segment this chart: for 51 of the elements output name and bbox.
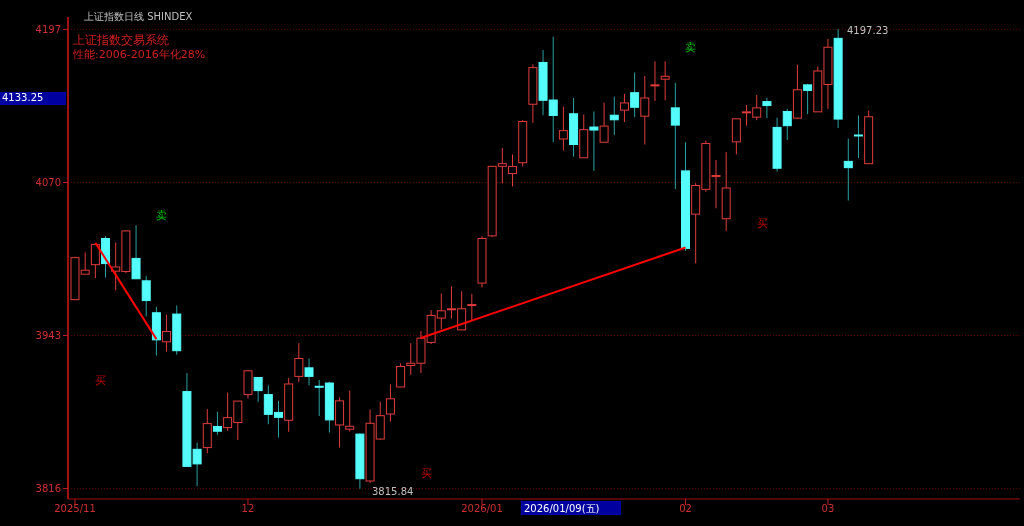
candlestick [304,358,314,386]
candlestick [212,411,222,436]
y-tick-label: 3943 [35,330,61,342]
candlestick [162,313,172,353]
candlestick [782,108,792,141]
candlestick [589,110,599,172]
annotation: 3815.84 [372,486,414,497]
candlestick [803,83,813,115]
annotation: 买 [757,217,768,230]
candlestick [294,342,304,383]
annotation: 性能:2006-2016年化28% [72,48,206,61]
y-tick-label: 4070 [35,176,61,188]
candlestick [670,82,680,190]
candlestick [90,243,100,279]
candlestick [243,370,253,400]
chart-title: 上证指数日线 SHINDEX [84,11,193,22]
candlestick [630,72,640,118]
annotation: 买 [421,467,432,480]
x-tick-label: 2026/01 [461,503,503,514]
annotation: 买 [95,374,106,387]
y-tick-label: 3816 [35,483,61,495]
annotation: 4197.23 [847,25,889,36]
y-tick-label: 4197 [35,23,61,35]
candlestick [141,275,151,317]
candlestick [131,224,141,280]
candlestick [762,97,772,119]
candlestick [396,362,406,388]
x-tick-label: 02 [679,503,692,514]
annotation: 卖 [685,41,696,54]
candlestick [385,383,395,423]
candlestick [202,408,212,454]
candlestick [619,93,629,123]
candlestick [731,118,741,155]
text: 4133.25 [2,92,44,103]
annotation: 卖 [156,209,167,222]
x-tick-label: 03 [821,503,835,514]
text: 上证指数交易系统 [73,33,169,47]
candlestick [640,75,650,146]
text: 2026/01/09(五) [524,503,600,514]
candlestick [253,376,263,403]
candlestick [345,390,355,432]
candlestick [853,114,863,159]
candlestick [599,102,609,143]
candlestick [650,60,660,102]
candlestick [467,293,477,322]
x-tick-label: 2025/11 [54,503,96,514]
candlestick [558,106,568,152]
candlestick [843,138,853,202]
x-tick-label: 12 [241,503,255,514]
candlestick [660,60,670,101]
candlestick [609,96,619,136]
